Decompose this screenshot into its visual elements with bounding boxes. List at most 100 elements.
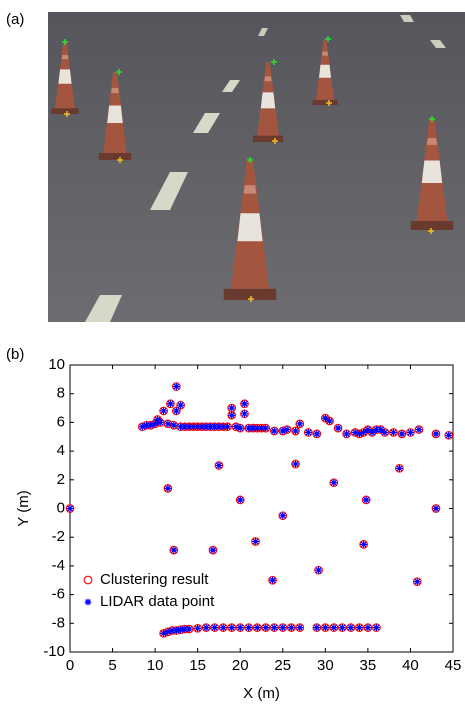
- point: [172, 382, 181, 391]
- point: [381, 429, 389, 436]
- point: [211, 624, 219, 632]
- point: [296, 420, 304, 428]
- point: [346, 623, 356, 632]
- point: [236, 496, 244, 504]
- point: [413, 578, 421, 586]
- legend-label: Clustering result: [100, 571, 209, 588]
- point: [215, 423, 223, 431]
- point: [151, 420, 159, 428]
- point: [431, 429, 441, 439]
- point: [321, 624, 329, 632]
- point: [278, 511, 288, 521]
- point: [164, 628, 172, 636]
- point: [283, 426, 291, 433]
- point: [412, 577, 422, 587]
- point: [210, 623, 220, 632]
- point: [407, 429, 414, 436]
- x-tick-label: 35: [360, 657, 377, 674]
- point: [253, 424, 261, 432]
- point: [194, 624, 202, 632]
- point: [219, 423, 227, 431]
- point: [159, 406, 168, 416]
- y-tick-label: -4: [52, 557, 65, 574]
- point: [355, 430, 363, 438]
- point: [279, 624, 287, 632]
- point: [342, 429, 351, 439]
- point: [261, 623, 271, 632]
- point: [235, 495, 245, 505]
- point: [252, 623, 262, 632]
- point: [218, 623, 228, 632]
- point: [406, 428, 415, 437]
- point: [228, 411, 236, 419]
- point: [262, 624, 270, 632]
- point: [326, 417, 333, 425]
- point: [270, 427, 278, 435]
- point: [395, 464, 403, 472]
- point: [296, 624, 304, 632]
- point: [252, 538, 259, 545]
- point: [432, 430, 440, 438]
- point: [415, 426, 423, 433]
- point: [172, 383, 180, 390]
- point: [361, 495, 371, 505]
- point: [160, 407, 168, 415]
- point: [390, 429, 397, 436]
- point: [164, 420, 172, 428]
- panel-label: (b): [6, 346, 24, 363]
- x-tick-label: 20: [232, 657, 249, 674]
- point: [330, 479, 338, 487]
- point: [66, 505, 74, 512]
- point: [314, 565, 323, 575]
- point: [321, 414, 329, 422]
- point: [172, 627, 180, 634]
- x-tick-label: 15: [189, 657, 206, 674]
- point: [269, 426, 279, 436]
- point: [185, 625, 193, 633]
- point: [304, 429, 312, 436]
- x-tick-label: 40: [402, 657, 419, 674]
- point: [414, 425, 424, 434]
- y-tick-label: 10: [48, 356, 65, 373]
- point: [166, 399, 175, 409]
- point: [224, 423, 231, 431]
- point: [432, 505, 440, 512]
- point: [262, 424, 270, 432]
- point: [362, 496, 370, 504]
- point: [138, 423, 146, 431]
- point: [286, 623, 296, 632]
- point: [373, 624, 380, 632]
- point: [207, 423, 214, 431]
- x-tick-label: 25: [274, 657, 291, 674]
- point: [245, 424, 253, 432]
- point: [291, 426, 300, 436]
- point: [338, 623, 347, 632]
- scatter-plot: 0 5 10 15 20 25 30 35 40 45 -10 -8 -6 -4 -2 0 2 4 6 8 10 X (m…: [15, 356, 461, 702]
- point: [364, 426, 372, 433]
- point: [312, 429, 322, 439]
- point: [279, 427, 287, 435]
- legend-marker: [83, 575, 93, 585]
- point: [228, 624, 236, 632]
- point: [377, 426, 385, 433]
- point: [164, 485, 172, 492]
- point: [258, 424, 265, 432]
- point: [167, 400, 174, 408]
- point: [176, 400, 185, 410]
- point: [156, 419, 164, 426]
- point: [177, 626, 185, 634]
- point: [338, 624, 346, 632]
- y-tick-label: -2: [52, 528, 65, 545]
- point: [355, 623, 364, 632]
- point: [202, 624, 210, 632]
- point: [360, 540, 368, 548]
- point: [329, 478, 339, 488]
- y-tick-label: 2: [57, 471, 65, 488]
- point: [201, 623, 211, 632]
- point: [181, 625, 189, 633]
- point: [240, 399, 249, 409]
- point: [313, 430, 321, 438]
- point: [228, 404, 236, 412]
- point: [172, 407, 180, 415]
